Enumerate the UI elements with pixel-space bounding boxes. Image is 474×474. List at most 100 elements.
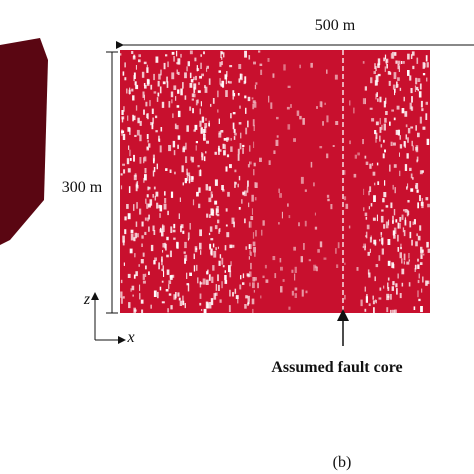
fracture-gap xyxy=(393,72,397,79)
fracture-gap xyxy=(232,292,234,297)
fracture-gap xyxy=(148,226,150,232)
fracture-gap xyxy=(193,129,196,132)
fracture-gap xyxy=(385,97,387,104)
fracture-gap xyxy=(382,198,385,203)
fracture-gap xyxy=(241,199,243,204)
fracture-gap xyxy=(218,260,221,266)
fracture-gap xyxy=(145,101,148,107)
fracture-gap xyxy=(173,294,177,300)
fracture-gap xyxy=(238,175,241,181)
fracture-gap xyxy=(120,291,123,298)
x-axis-label: x xyxy=(126,329,134,346)
fracture-gap xyxy=(167,61,169,68)
fracture-gap xyxy=(201,309,203,311)
fracture-gap xyxy=(403,61,405,64)
fracture-gap xyxy=(252,103,255,110)
fracture-gap xyxy=(146,67,149,73)
fracture-gap xyxy=(172,140,176,148)
fracture-gap xyxy=(293,246,296,251)
fracture-gap xyxy=(175,292,177,299)
fracture-gap xyxy=(224,270,226,273)
fracture-gap xyxy=(238,207,241,210)
fracture-gap xyxy=(275,139,279,146)
fracture-gap xyxy=(120,185,123,190)
fracture-gap xyxy=(148,203,151,208)
fracture-gap xyxy=(156,163,158,170)
fracture-gap xyxy=(383,139,385,143)
fracture-gap xyxy=(412,145,414,151)
fracture-gap xyxy=(129,128,131,135)
fracture-gap xyxy=(192,199,195,206)
fracture-gap xyxy=(376,92,378,97)
fracture-gap xyxy=(121,130,125,134)
fracture-gap xyxy=(230,113,232,119)
fracture-gap xyxy=(374,276,376,282)
fracture-gap xyxy=(238,78,241,83)
fracture-gap xyxy=(131,51,134,54)
fracture-gap xyxy=(417,202,419,209)
fracture-gap xyxy=(141,235,144,239)
fracture-gap xyxy=(172,229,176,233)
fracture-gap xyxy=(180,225,182,233)
fracture-gap xyxy=(149,199,153,206)
fracture-gap xyxy=(401,282,404,287)
fracture-gap xyxy=(184,178,187,184)
fracture-gap xyxy=(420,306,423,313)
fracture-gap xyxy=(250,262,252,270)
fracture-gap xyxy=(356,267,359,271)
fracture-gap xyxy=(164,198,167,204)
fracture-gap xyxy=(294,266,297,273)
fracture-gap xyxy=(260,295,262,299)
fracture-gap xyxy=(264,264,267,269)
fracture-gap xyxy=(399,293,402,299)
fracture-gap xyxy=(383,57,385,62)
fracture-gap xyxy=(420,100,423,108)
fracture-gap xyxy=(131,88,134,92)
fracture-gap xyxy=(244,76,247,84)
fracture-gap xyxy=(396,105,400,110)
z-axis-label: z xyxy=(83,291,91,308)
fracture-gap xyxy=(375,299,377,303)
fracture-gap xyxy=(379,118,381,125)
fracture-gap xyxy=(133,54,136,58)
width-label: 500 m xyxy=(315,17,356,34)
fracture-gap xyxy=(177,58,181,65)
fracture-gap xyxy=(148,214,150,220)
fracture-gap xyxy=(421,288,423,293)
fracture-gap xyxy=(392,281,395,286)
fracture-gap xyxy=(394,89,396,93)
fracture-gap xyxy=(394,187,396,194)
fracture-gap xyxy=(372,171,376,176)
fracture-gap xyxy=(206,67,208,72)
fracture-gap xyxy=(392,230,396,236)
fracture-gap xyxy=(169,250,172,258)
fracture-gap xyxy=(370,203,373,207)
fracture-gap xyxy=(239,143,242,150)
fracture-gap xyxy=(139,157,142,164)
fracture-gap xyxy=(151,123,154,127)
fracture-gap xyxy=(240,275,242,280)
fracture-gap xyxy=(210,250,212,255)
fracture-gap xyxy=(142,91,145,98)
fracture-gap xyxy=(278,222,280,225)
fracture-gap xyxy=(126,204,129,209)
fracture-gap xyxy=(409,231,412,239)
fracture-gap xyxy=(367,269,370,275)
fracture-gap xyxy=(253,61,256,65)
fracture-gap xyxy=(210,238,214,241)
fracture-gap xyxy=(143,61,147,65)
fracture-gap xyxy=(138,264,140,267)
fracture-gap xyxy=(180,88,183,96)
fracture-gap xyxy=(412,65,415,70)
fracture-gap xyxy=(221,257,224,265)
fracture-gap xyxy=(252,119,255,127)
fracture-gap xyxy=(317,249,320,253)
fracture-gap xyxy=(353,173,357,178)
fracture-gap xyxy=(151,108,154,114)
fracture-gap xyxy=(301,289,304,297)
fracture-gap xyxy=(201,152,203,158)
rock-volume xyxy=(0,38,48,245)
fracture-gap xyxy=(372,295,374,300)
fracture-gap xyxy=(404,141,406,148)
